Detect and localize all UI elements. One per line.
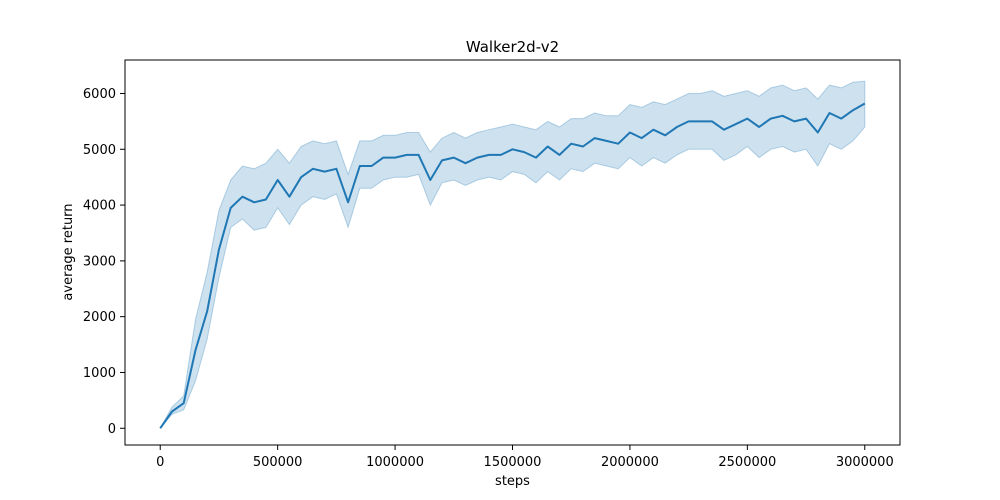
y-tick-label: 1000 — [83, 366, 116, 381]
x-tick-label: 3000000 — [836, 455, 894, 470]
x-axis-ticks: 0 500000 1000000 1500000 2000000 2500000 30000… — [156, 445, 894, 470]
x-tick-label: 2500000 — [718, 455, 776, 470]
confidence-band-layer — [159, 80, 866, 429]
series-line-layer — [159, 102, 866, 429]
y-tick-label: 4000 — [83, 199, 116, 214]
y-tick-label: 3000 — [83, 254, 116, 269]
x-tick-label: 500000 — [253, 455, 303, 470]
y-tick-label: 2000 — [83, 310, 116, 325]
x-tick-label: 1500000 — [484, 455, 542, 470]
y-tick-label: 0 — [108, 422, 116, 437]
chart-title: Walker2d-v2 — [466, 38, 559, 56]
y-tick-label: 6000 — [83, 87, 116, 102]
x-tick-label: 2000000 — [601, 455, 659, 470]
x-tick-label: 1000000 — [366, 455, 424, 470]
y-axis-ticks: 0 1000 2000 3000 4000 5000 6000 — [83, 87, 125, 437]
x-tick-label: 0 — [156, 455, 164, 470]
x-axis-label: steps — [495, 474, 530, 489]
y-axis-label: average return — [61, 203, 76, 300]
y-tick-label: 5000 — [83, 143, 116, 158]
confidence-band-0 — [159, 80, 866, 429]
series-line-0 — [159, 102, 866, 429]
